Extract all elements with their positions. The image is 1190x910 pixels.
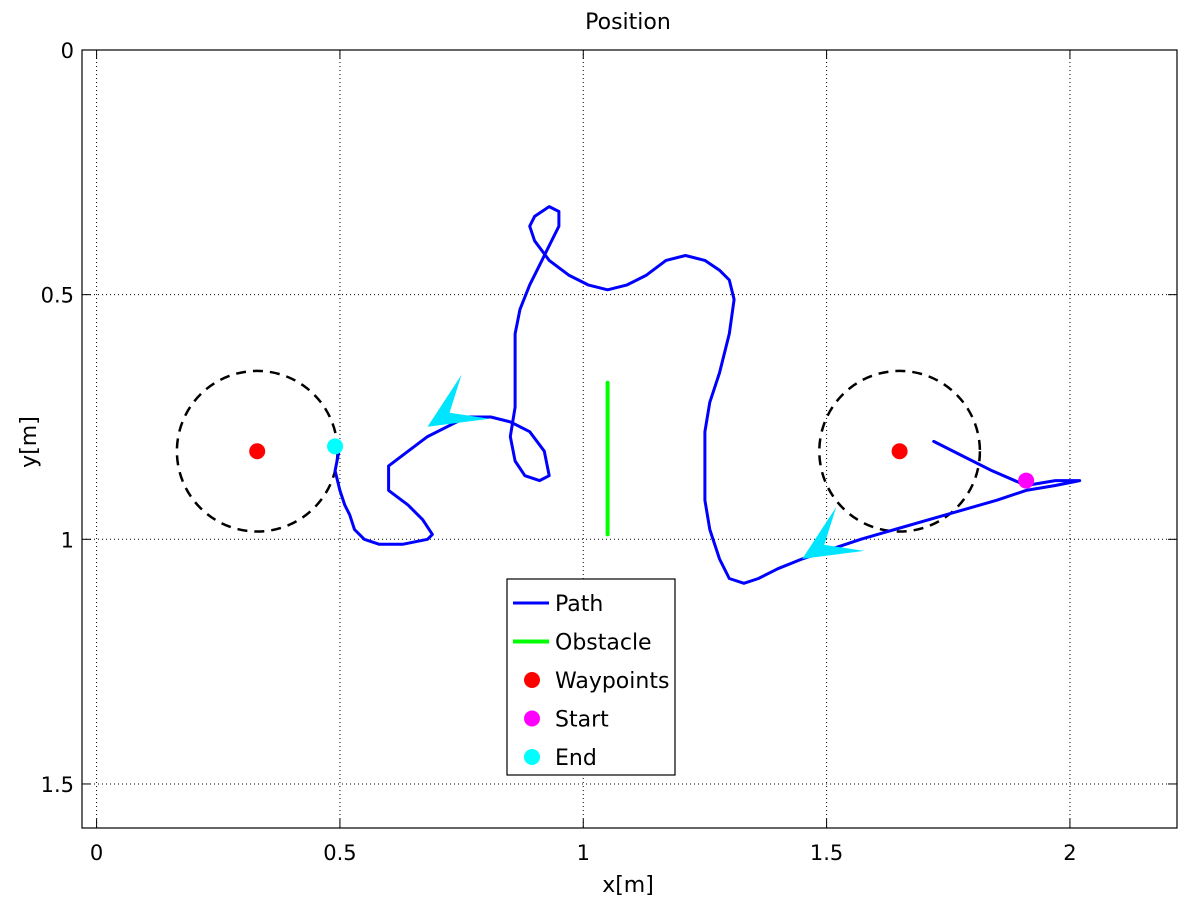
x-tick-label-2: 1 — [577, 841, 590, 865]
waypoint-radius-circle-0 — [175, 369, 339, 533]
legend: Path Obstacle Waypoints Start End — [506, 578, 676, 776]
x-axis-label: x[m] — [602, 873, 654, 898]
y-tick-label-3: 1.5 — [41, 773, 74, 797]
direction-arrow-0 — [427, 374, 490, 427]
y-tick-label-1: 0.5 — [41, 284, 74, 308]
waypoint-radius-circle-1 — [818, 369, 982, 533]
y-axis-label: y[m] — [17, 416, 42, 468]
legend-label-path: Path — [555, 592, 603, 617]
plot-area: 0 0.5 1 1.5 2 0 0.5 1 1.5 Path Obstacle Waypoints St… — [41, 39, 1178, 865]
chart-title: Position — [585, 10, 671, 35]
y-tick-label-0: 0 — [61, 39, 74, 63]
x-tick-label-3: 1.5 — [810, 841, 843, 865]
legend-label-end: End — [555, 746, 597, 771]
marker-start-0 — [1018, 472, 1035, 489]
legend-label-obstacle: Obstacle — [555, 631, 652, 656]
legend-swatch-waypoints — [524, 672, 540, 688]
axes-box — [81, 49, 1178, 829]
legend-label-waypoints: Waypoints — [555, 669, 669, 694]
x-tick-label-4: 2 — [1063, 841, 1076, 865]
legend-swatch-start — [524, 710, 540, 727]
marker-waypoints-1 — [891, 443, 908, 460]
y-tick-label-2: 1 — [61, 528, 74, 552]
legend-swatch-end — [524, 749, 540, 765]
legend-label-start: Start — [555, 708, 609, 733]
direction-arrow-1 — [802, 506, 865, 559]
x-tick-label-0: 0 — [90, 841, 103, 865]
x-tick-label-1: 0.5 — [323, 841, 356, 865]
marker-waypoints-0 — [249, 443, 266, 460]
marker-end-0 — [327, 438, 344, 455]
